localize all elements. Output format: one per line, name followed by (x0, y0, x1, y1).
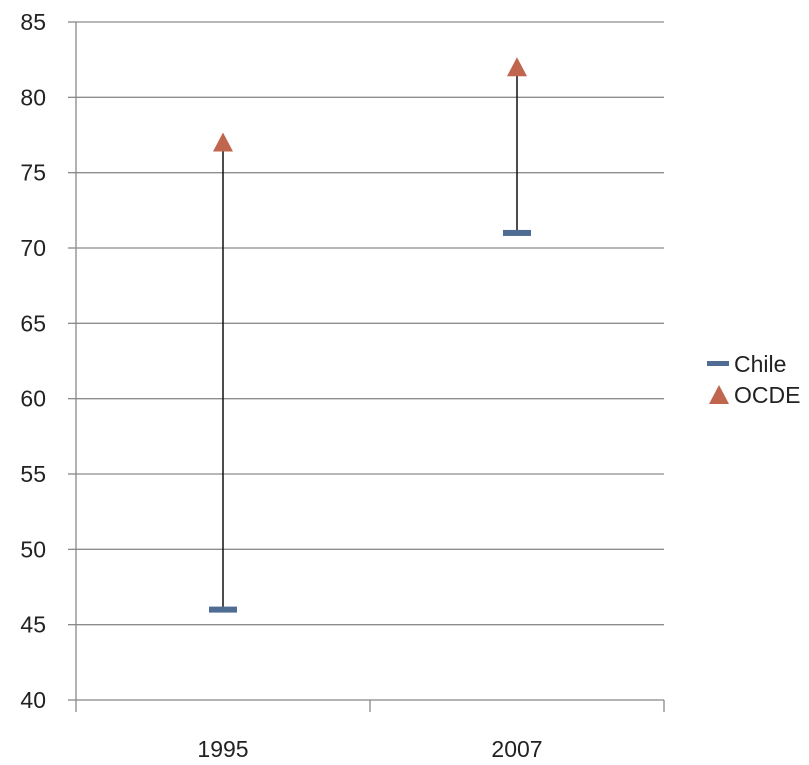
y-tick-label: 70 (20, 235, 46, 261)
y-tick-label: 65 (20, 310, 46, 336)
y-tick-label: 75 (20, 160, 46, 186)
y-tick-label: 60 (20, 386, 46, 412)
ocde-marker (507, 57, 527, 77)
ocde-marker (213, 132, 233, 152)
y-tick-label: 80 (20, 84, 46, 110)
y-tick-labels: 40 45 50 55 60 65 70 75 80 85 (20, 9, 46, 713)
chile-marker (209, 606, 237, 613)
y-tick-label: 50 (20, 536, 46, 562)
y-tick-label: 40 (20, 687, 46, 713)
data-markers (209, 57, 531, 613)
legend-ocde-swatch (709, 385, 729, 404)
legend-label: Chile (734, 351, 786, 377)
legend: Chile OCDE (707, 351, 800, 408)
legend-label: OCDE (734, 382, 800, 408)
y-tick-label: 55 (20, 461, 46, 487)
x-tick-labels: 1995 2007 (75, 700, 665, 762)
y-tick-label: 45 (20, 612, 46, 638)
high-low-lines (222, 67, 518, 610)
chile-marker (503, 229, 531, 236)
axes (75, 22, 664, 701)
x-tick-label: 1995 (197, 736, 248, 762)
legend-chile-swatch (707, 361, 729, 366)
gridlines (68, 21, 664, 701)
x-tick-label: 2007 (491, 736, 542, 762)
y-tick-label: 85 (20, 9, 46, 35)
